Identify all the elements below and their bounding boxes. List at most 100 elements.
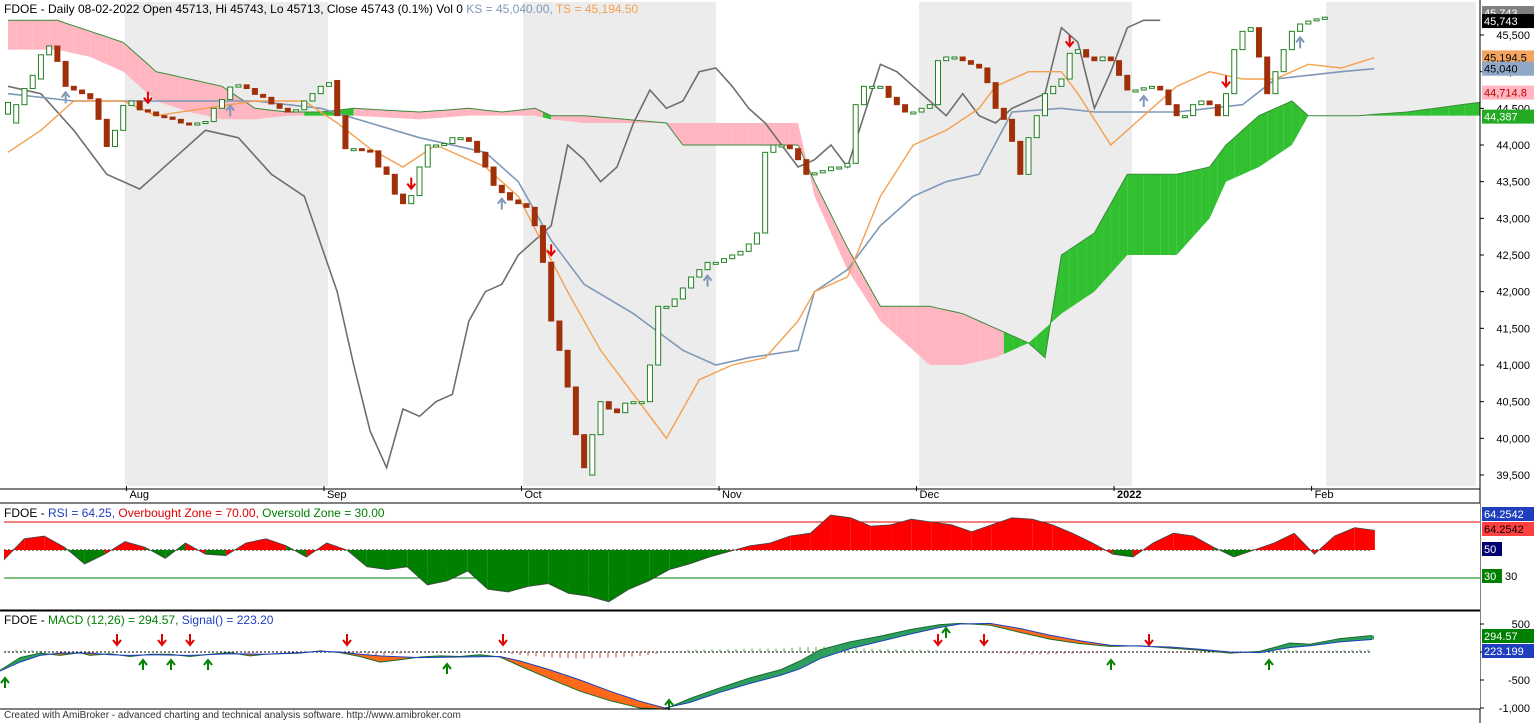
candle [1214, 104, 1221, 117]
ichimoku-cloud-segment [674, 123, 683, 145]
macd-caption-part: MACD (12,26) = 294.57, [48, 613, 182, 627]
macd-fill [898, 631, 902, 637]
rsi-area [608, 550, 629, 602]
candle [770, 144, 777, 153]
macd-y-tick-label: 500 [1512, 619, 1530, 631]
ichimoku-cloud-segment [90, 31, 99, 61]
candle [1264, 56, 1271, 95]
y-tick-label: 45,500 [1496, 30, 1530, 42]
candle [144, 109, 151, 113]
month-band-1 [523, 2, 716, 486]
candle [844, 162, 851, 168]
ichimoku-cloud-segment [1168, 174, 1177, 255]
x-tick-label: Dec [920, 489, 940, 501]
candle [449, 137, 456, 145]
ichimoku-cloud-segment [1456, 104, 1465, 116]
ichimoku-cloud-segment [913, 306, 922, 358]
x-tick-label: Aug [129, 489, 149, 501]
candle [1058, 78, 1065, 87]
ichimoku-cloud-segment [575, 115, 585, 123]
candle [161, 115, 168, 119]
ichimoku-cloud-segment [403, 111, 412, 119]
value-label: 44,714.8 [1484, 88, 1527, 100]
candle [465, 137, 472, 142]
macd-fill [862, 638, 866, 646]
candle [54, 45, 61, 62]
ichimoku-cloud-segment [748, 123, 757, 145]
candle [762, 151, 769, 234]
sell-arrow-icon [143, 91, 153, 105]
ichimoku-cloud-segment [608, 117, 618, 123]
candle [1239, 30, 1246, 51]
macd-sell-arrow-icon [979, 634, 989, 647]
candle [572, 386, 579, 436]
macd-fill [1350, 637, 1354, 642]
candle [194, 122, 201, 126]
macd-fill [1298, 643, 1302, 647]
rsi-area [427, 550, 448, 585]
macd-fill [894, 632, 898, 638]
rsi-area [387, 550, 408, 570]
ichimoku-cloud-segment [567, 115, 576, 123]
macd-fill [618, 693, 622, 704]
macd-value-label-bg [1482, 644, 1534, 658]
macd-fill [742, 679, 746, 686]
rsi-area [407, 550, 428, 585]
candle [1140, 87, 1147, 91]
candle [1223, 93, 1230, 117]
macd-fill [802, 657, 806, 668]
macd-fill [762, 673, 766, 681]
candle [227, 86, 234, 101]
macd-fill [622, 695, 626, 705]
macd-caption-part: FDOE - [4, 613, 48, 627]
candle [1066, 52, 1073, 80]
ichimoku-cloud-segment [444, 109, 453, 118]
rsi-area [931, 522, 952, 550]
candle [688, 276, 695, 289]
macd-fill [1338, 638, 1342, 643]
candle [169, 116, 176, 120]
candle [704, 261, 711, 271]
ichimoku-cloud-segment [156, 71, 165, 104]
candle [268, 96, 275, 105]
macd-fill [882, 634, 886, 641]
ichimoku-cloud-segment [839, 231, 848, 270]
value-label-bg [1482, 85, 1534, 100]
macd-fill [854, 640, 858, 648]
candle [276, 103, 283, 109]
candle [186, 122, 193, 126]
value-label-bg [1482, 61, 1534, 76]
candle [383, 166, 390, 175]
ichimoku-cloud-segment [691, 123, 700, 145]
rsi-area [951, 524, 972, 550]
macd-fill [1038, 632, 1042, 638]
candle [432, 144, 439, 148]
macd-fill [778, 669, 782, 677]
ichimoku-cloud-segment [189, 79, 198, 114]
ichimoku-cloud-segment [139, 57, 148, 94]
ichimoku-cloud-segment [707, 123, 716, 145]
candle [1107, 56, 1114, 62]
rsi-area [24, 536, 45, 550]
candle [1280, 49, 1287, 73]
buy-arrow-icon [497, 197, 507, 210]
ichimoku-cloud-segment [246, 102, 255, 120]
candle [1190, 104, 1197, 117]
ichimoku-cloud-segment [970, 317, 980, 364]
ichimoku-cloud-segment [287, 112, 297, 116]
rsi-area [44, 536, 65, 550]
candle [1198, 100, 1205, 106]
rsi-area [790, 533, 811, 550]
ichimoku-cloud-segment [1053, 255, 1062, 321]
ichimoku-cloud-segment [1464, 103, 1473, 116]
macd-fill [1370, 635, 1374, 640]
candle [153, 111, 160, 117]
candle [663, 305, 670, 309]
candle [877, 85, 884, 89]
ichimoku-cloud-segment [773, 123, 782, 145]
ichimoku-cloud-segment [1028, 335, 1037, 351]
y-tick-label: 40,500 [1496, 397, 1530, 409]
macd-fill [542, 667, 546, 678]
